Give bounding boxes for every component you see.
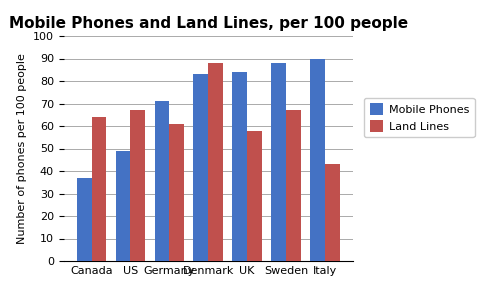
Bar (247, 130, 262, 261)
Bar (232, 72, 247, 261)
Bar (170, 124, 184, 261)
Bar (77, 178, 92, 261)
Bar (130, 110, 145, 261)
Y-axis label: Number of phones per 100 people: Number of phones per 100 people (18, 53, 27, 244)
Bar (155, 101, 170, 261)
Bar (92, 117, 106, 261)
Title: Mobile Phones and Land Lines, per 100 people: Mobile Phones and Land Lines, per 100 pe… (9, 16, 408, 31)
Bar (116, 151, 130, 261)
Bar (310, 58, 325, 261)
Bar (194, 74, 208, 261)
Legend: Mobile Phones, Land Lines: Mobile Phones, Land Lines (364, 98, 474, 137)
Bar (208, 63, 223, 261)
Bar (325, 164, 340, 261)
Bar (271, 63, 286, 261)
Bar (286, 110, 301, 261)
